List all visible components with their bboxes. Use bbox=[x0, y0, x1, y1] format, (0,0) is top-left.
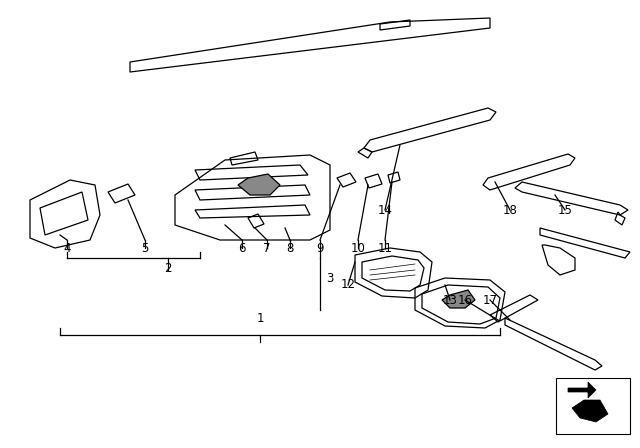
Text: 16: 16 bbox=[458, 293, 472, 306]
Text: 9: 9 bbox=[316, 241, 324, 254]
Text: 14: 14 bbox=[378, 203, 392, 216]
Text: 12: 12 bbox=[340, 279, 355, 292]
Text: 11: 11 bbox=[378, 241, 392, 254]
Text: 6: 6 bbox=[238, 241, 246, 254]
Text: 15: 15 bbox=[557, 203, 572, 216]
Polygon shape bbox=[568, 382, 596, 398]
Polygon shape bbox=[238, 174, 280, 195]
Text: 13: 13 bbox=[443, 293, 458, 306]
Text: 8: 8 bbox=[286, 241, 294, 254]
Text: 18: 18 bbox=[502, 203, 517, 216]
Text: 4: 4 bbox=[63, 241, 71, 254]
Text: 17: 17 bbox=[483, 293, 497, 306]
Polygon shape bbox=[572, 400, 608, 422]
Text: 2: 2 bbox=[164, 262, 172, 275]
Text: 00125173: 00125173 bbox=[570, 423, 616, 432]
Text: 7: 7 bbox=[263, 241, 271, 254]
Bar bbox=[556, 378, 630, 434]
Text: 5: 5 bbox=[141, 241, 148, 254]
Text: 1: 1 bbox=[256, 311, 264, 324]
Polygon shape bbox=[442, 290, 475, 308]
Text: 10: 10 bbox=[351, 241, 365, 254]
Text: 3: 3 bbox=[326, 271, 333, 284]
